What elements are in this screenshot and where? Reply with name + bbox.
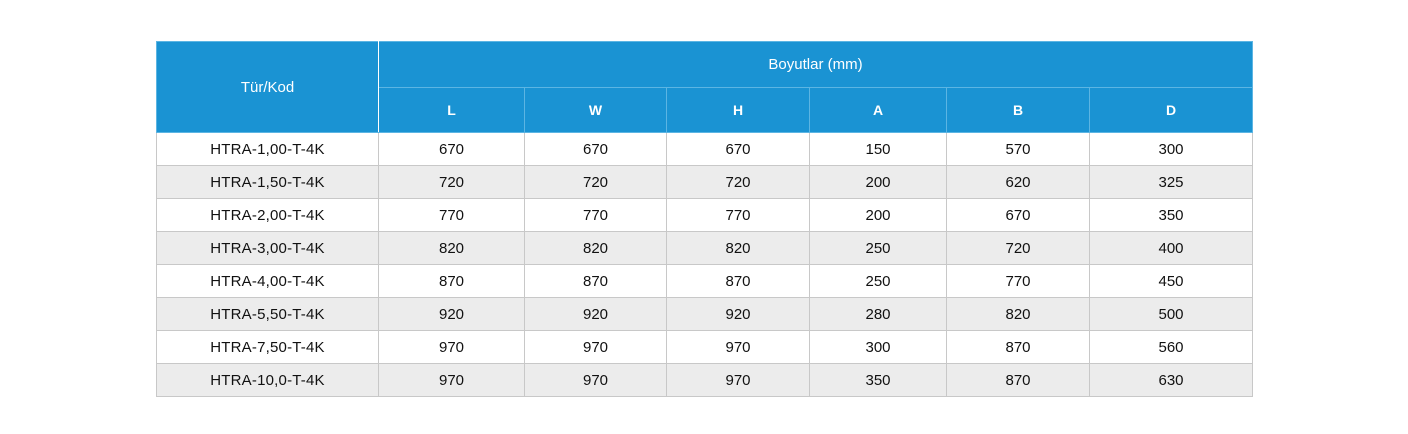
type-code-cell: HTRA-1,50-T-4K	[156, 165, 379, 199]
cell-h: 970	[666, 330, 810, 364]
table-row: HTRA-5,50-T-4K 920 920 920 280 820 500	[156, 297, 1254, 331]
cell-l: 720	[378, 165, 525, 199]
cell-w: 870	[524, 264, 667, 298]
cell-a: 250	[809, 231, 947, 265]
cell-l: 970	[378, 330, 525, 364]
type-code-cell: HTRA-2,00-T-4K	[156, 198, 379, 232]
cell-h: 770	[666, 198, 810, 232]
cell-a: 300	[809, 330, 947, 364]
cell-a: 150	[809, 132, 947, 166]
type-code-cell: HTRA-4,00-T-4K	[156, 264, 379, 298]
cell-w: 820	[524, 231, 667, 265]
dimensions-table-container: Tür/Kod Boyutlar (mm) L W H A B D HTRA-1…	[156, 41, 1254, 397]
type-code-cell: HTRA-7,50-T-4K	[156, 330, 379, 364]
cell-l: 920	[378, 297, 525, 331]
type-code-cell: HTRA-10,0-T-4K	[156, 363, 379, 397]
cell-b: 770	[946, 264, 1090, 298]
type-code-cell: HTRA-3,00-T-4K	[156, 231, 379, 265]
cell-d: 400	[1088, 231, 1254, 265]
cell-h: 720	[666, 165, 810, 199]
cell-d: 350	[1088, 198, 1254, 232]
cell-b: 720	[946, 231, 1090, 265]
table-row: HTRA-3,00-T-4K 820 820 820 250 720 400	[156, 231, 1254, 265]
cell-h: 920	[666, 297, 810, 331]
column-header-d: D	[1088, 87, 1254, 133]
cell-w: 970	[524, 330, 667, 364]
cell-l: 870	[378, 264, 525, 298]
column-header-h: H	[666, 87, 810, 133]
cell-h: 870	[666, 264, 810, 298]
cell-w: 920	[524, 297, 667, 331]
cell-w: 970	[524, 363, 667, 397]
cell-d: 630	[1088, 363, 1254, 397]
cell-a: 350	[809, 363, 947, 397]
table-body: HTRA-1,00-T-4K 670 670 670 150 570 300 H…	[156, 132, 1254, 397]
cell-a: 250	[809, 264, 947, 298]
cell-d: 325	[1088, 165, 1254, 199]
cell-b: 620	[946, 165, 1090, 199]
cell-l: 770	[378, 198, 525, 232]
table-row: HTRA-10,0-T-4K 970 970 970 350 870 630	[156, 363, 1254, 397]
cell-d: 560	[1088, 330, 1254, 364]
column-header-l: L	[378, 87, 525, 133]
cell-l: 820	[378, 231, 525, 265]
cell-h: 670	[666, 132, 810, 166]
cell-d: 450	[1088, 264, 1254, 298]
cell-b: 570	[946, 132, 1090, 166]
cell-a: 200	[809, 198, 947, 232]
cell-w: 670	[524, 132, 667, 166]
cell-h: 820	[666, 231, 810, 265]
type-code-cell: HTRA-1,00-T-4K	[156, 132, 379, 166]
cell-w: 720	[524, 165, 667, 199]
cell-d: 300	[1088, 132, 1254, 166]
cell-b: 820	[946, 297, 1090, 331]
table-row: HTRA-2,00-T-4K 770 770 770 200 670 350	[156, 198, 1254, 232]
type-code-header: Tür/Kod	[156, 41, 379, 133]
cell-l: 970	[378, 363, 525, 397]
cell-w: 770	[524, 198, 667, 232]
column-header-a: A	[809, 87, 947, 133]
cell-d: 500	[1088, 297, 1254, 331]
dimensions-group-header: Boyutlar (mm)	[377, 41, 1254, 88]
table-row: HTRA-4,00-T-4K 870 870 870 250 770 450	[156, 264, 1254, 298]
dimensions-table: Tür/Kod Boyutlar (mm) L W H A B D HTRA-1…	[156, 41, 1254, 397]
cell-b: 670	[946, 198, 1090, 232]
cell-b: 870	[946, 363, 1090, 397]
column-header-b: B	[946, 87, 1090, 133]
cell-a: 200	[809, 165, 947, 199]
table-header: Tür/Kod Boyutlar (mm) L W H A B D	[156, 41, 1254, 133]
table-row: HTRA-1,00-T-4K 670 670 670 150 570 300	[156, 132, 1254, 166]
column-header-w: W	[524, 87, 667, 133]
cell-l: 670	[378, 132, 525, 166]
table-row: HTRA-7,50-T-4K 970 970 970 300 870 560	[156, 330, 1254, 364]
type-code-cell: HTRA-5,50-T-4K	[156, 297, 379, 331]
cell-a: 280	[809, 297, 947, 331]
table-row: HTRA-1,50-T-4K 720 720 720 200 620 325	[156, 165, 1254, 199]
cell-b: 870	[946, 330, 1090, 364]
cell-h: 970	[666, 363, 810, 397]
